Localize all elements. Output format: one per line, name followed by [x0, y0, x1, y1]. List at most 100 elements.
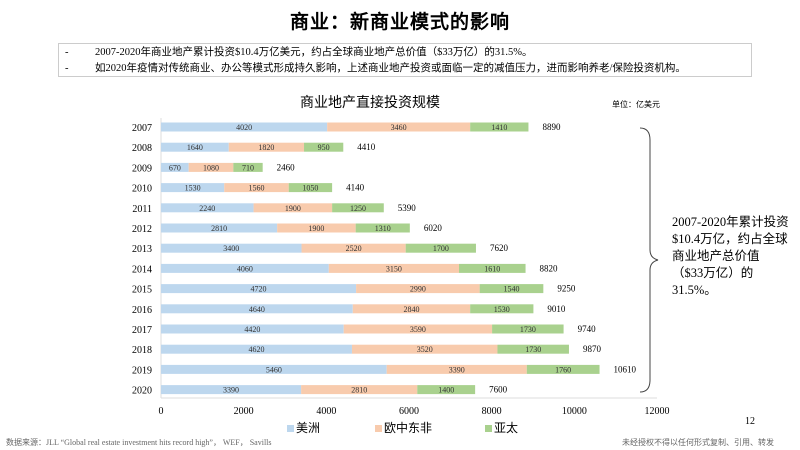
y-tick-label: 2008 [132, 143, 152, 154]
legend-label: 欧中东非 [384, 421, 433, 435]
bar-segment [277, 223, 356, 233]
data-label: 2990 [410, 285, 426, 294]
total-label: 8890 [542, 122, 561, 132]
bar-segment [228, 142, 305, 152]
bar-segment [161, 364, 387, 374]
bar-segment [470, 122, 529, 132]
data-label: 1560 [248, 184, 264, 193]
data-label: 3590 [410, 325, 426, 334]
data-label: 1530 [494, 305, 510, 314]
brace [639, 127, 659, 393]
data-label: 5460 [266, 365, 282, 374]
y-tick-label: 2015 [132, 285, 152, 296]
bar-segment [479, 284, 544, 294]
y-tick-label: 2010 [132, 184, 152, 195]
legend-label: 亚太 [494, 421, 519, 435]
bar-segment [161, 122, 328, 132]
bar-segment [327, 122, 471, 132]
data-label: 1700 [433, 244, 449, 253]
data-label: 4060 [237, 264, 253, 273]
legend-item-americas: 美洲 [287, 421, 320, 435]
y-tick-label: 2007 [132, 123, 152, 134]
data-label: 2240 [199, 204, 215, 213]
legend-swatch [375, 424, 382, 432]
x-tick-label: 8000 [482, 406, 502, 417]
bar-segment [352, 304, 471, 314]
total-label: 4410 [357, 142, 376, 152]
data-label: 1310 [375, 224, 391, 233]
bar-segment [161, 223, 278, 233]
bar-segment [386, 364, 527, 374]
bar-segment [161, 324, 344, 334]
disclaimer: 未经授权不得以任何形式复制、引用、转发 [622, 438, 774, 447]
total-label: 6020 [424, 223, 443, 233]
y-tick-label: 2014 [132, 264, 152, 275]
y-tick-label: 2009 [132, 163, 152, 174]
legend-swatch [287, 424, 294, 432]
bar-segment [288, 183, 333, 193]
bar-segment [161, 263, 329, 273]
data-label: 3390 [223, 386, 239, 395]
bar-segment [328, 263, 460, 273]
bar-segment [161, 243, 302, 253]
y-tick-label: 2012 [132, 224, 152, 235]
bar-segment [161, 162, 189, 172]
data-label: 1250 [350, 204, 366, 213]
data-label: 3400 [223, 244, 239, 253]
data-label: 950 [318, 143, 330, 152]
data-label: 4420 [244, 325, 260, 334]
note-text: 如2020年疫情对传统商业、办公等模式形成持久影响，上述商业地产投资或面临一定的… [95, 63, 686, 74]
bar-segment [161, 203, 254, 213]
y-tick-label: 2016 [132, 305, 152, 316]
y-tick-label: 2017 [132, 325, 152, 336]
bar-segment [356, 284, 480, 294]
data-label: 1400 [438, 386, 454, 395]
total-label: 5390 [398, 203, 417, 213]
bar-segment [161, 344, 352, 354]
data-label: 2520 [346, 244, 362, 253]
note-text: 2007-2020年商业地产累计投资$10.4万亿美元，约占全球商业地产总价值（… [95, 47, 533, 58]
bar-segment [526, 364, 600, 374]
bar-segment [355, 223, 410, 233]
total-label: 8820 [540, 263, 559, 273]
bar-segment [224, 183, 289, 193]
legend-item-emea: 欧中东非 [375, 421, 432, 435]
data-label: 4720 [251, 285, 267, 294]
data-label: 2840 [403, 305, 419, 314]
total-label: 10610 [614, 364, 637, 374]
bar-segment [405, 243, 476, 253]
x-tick-label: 2000 [234, 406, 254, 417]
bar-segment [459, 263, 526, 273]
bullet: - [65, 63, 69, 74]
legend-swatch [485, 424, 492, 432]
bar-segment [161, 385, 302, 395]
bar-segment [188, 162, 234, 172]
bar-segment [161, 304, 353, 314]
bar-segment [417, 385, 476, 395]
bar-segment [351, 344, 498, 354]
unit-label: 单位：亿美元 [612, 100, 660, 109]
total-label: 9010 [547, 304, 566, 314]
y-tick-label: 2020 [132, 386, 152, 397]
data-label: 1820 [258, 143, 274, 152]
data-label: 4640 [249, 305, 265, 314]
chart-title: 商业地产直接投资规模 [300, 96, 440, 111]
data-label: 1540 [504, 285, 520, 294]
y-tick-label: 2018 [132, 345, 152, 356]
data-label: 1900 [285, 204, 301, 213]
y-tick-label: 2019 [132, 365, 152, 376]
data-label: 1080 [203, 163, 219, 172]
data-label: 1610 [484, 264, 500, 273]
data-label: 1730 [520, 325, 536, 334]
data-label: 3150 [386, 264, 402, 273]
total-label: 7620 [490, 243, 509, 253]
bar-segment [343, 324, 493, 334]
data-label: 1410 [491, 123, 507, 132]
bar-segment [332, 203, 384, 213]
total-label: 2460 [277, 162, 296, 172]
total-label: 4140 [346, 183, 365, 193]
summary-text: 2007-2020年累计投资$10.4万亿，约占全球商业地产总价值（$33万亿）… [672, 215, 789, 297]
total-label: 9870 [583, 344, 602, 354]
data-label: 670 [169, 163, 181, 172]
data-label: 1900 [308, 224, 324, 233]
